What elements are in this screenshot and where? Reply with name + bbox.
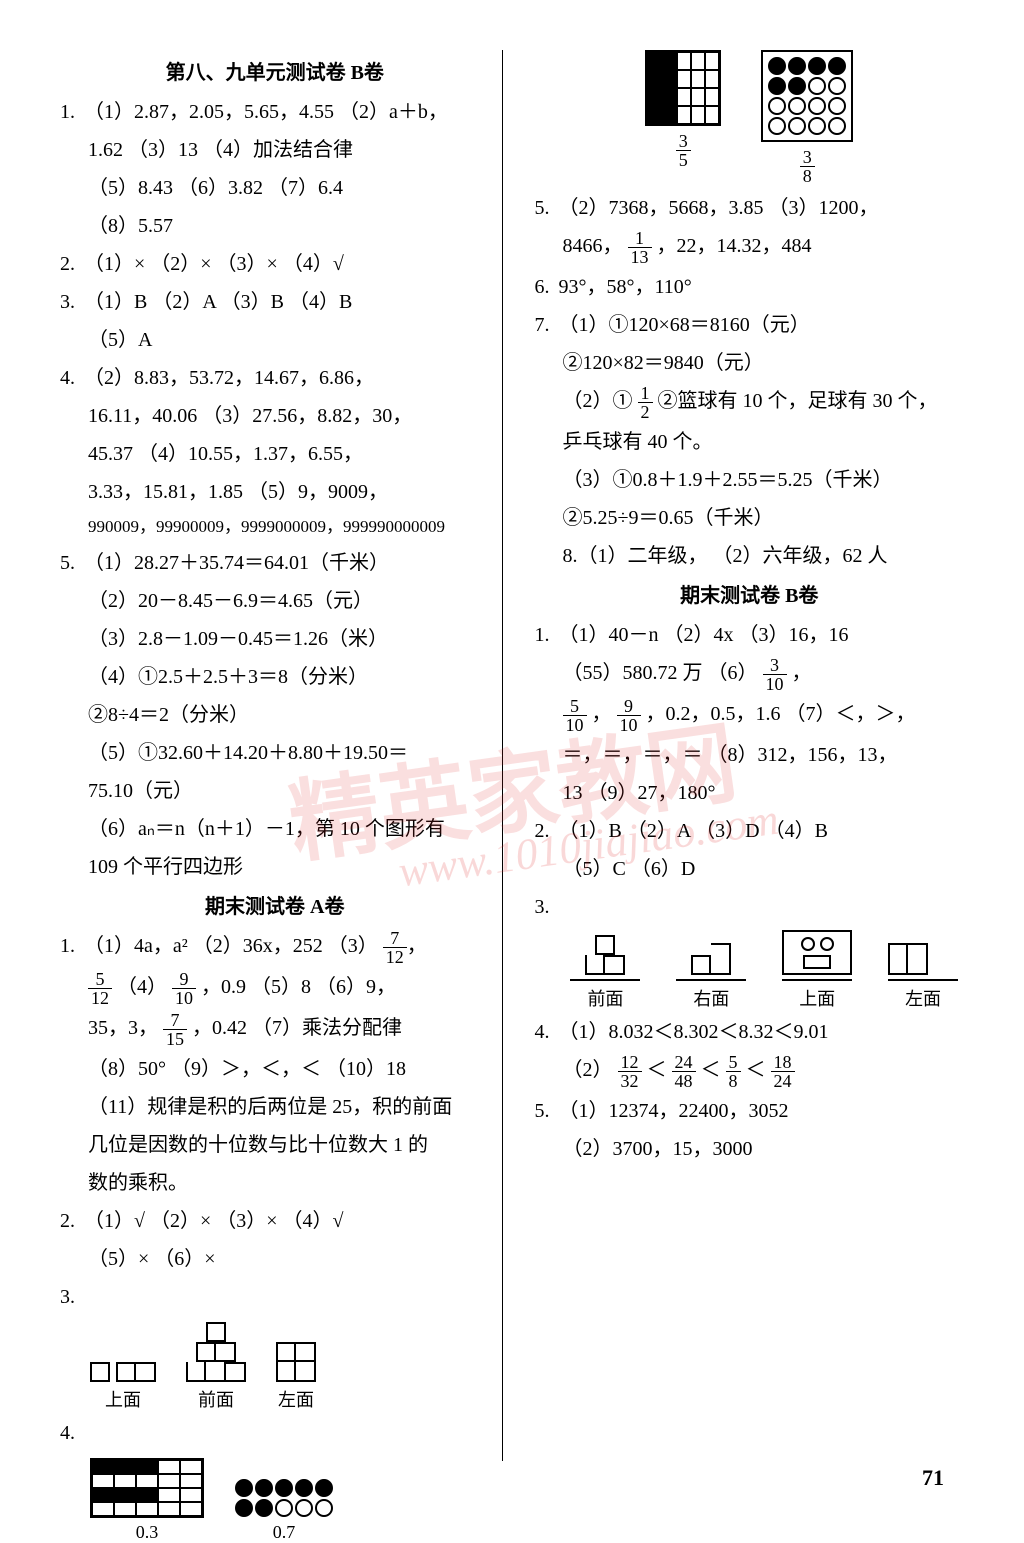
right-column: 35 38 5.（2）7368，5668，3.85 （3）1200， 8466，… <box>523 50 965 1461</box>
q5-line1: 5.（1）28.27＋35.74＝64.01（千米） <box>60 546 490 580</box>
q4-line3: 45.37 （4）10.55，1.37，6.55， <box>60 437 490 471</box>
b3-num: 3. <box>535 890 965 924</box>
b3-shapes: 前面 右面 上面 左面 <box>565 930 965 1011</box>
r7-line7: 8.（1）二年级， （2）六年级，62 人 <box>535 539 965 573</box>
q4-line2: 16.11，40.06 （3）27.56，8.82，30， <box>60 399 490 433</box>
a4-shapes: 0.3 0.7 <box>90 1458 490 1543</box>
q2-line: 2.（1）× （2）× （3）× （4）√ <box>60 247 490 281</box>
q5-line3: （3）2.8－1.09－0.45＝1.26（米） <box>60 622 490 656</box>
b4-line2: （2） 1232 ＜ 2448 ＜ 58 ＜ 1824 <box>535 1053 965 1090</box>
r7-line1: 7.（1）①120×68＝8160（元） <box>535 308 965 342</box>
circles-box-icon <box>761 50 853 142</box>
b2-line1: 2.（1）B （2）A （3）D （4）B <box>535 814 965 848</box>
r5-line1: 5.（2）7368，5668，3.85 （3）1200， <box>535 191 965 225</box>
b5-line2: （2）3700，15，3000 <box>535 1132 965 1166</box>
a3-num: 3. <box>60 1280 490 1314</box>
b4-line1: 4.（1）8.032＜8.302＜8.32＜9.01 <box>535 1015 965 1049</box>
q4-line1: 4.（2）8.83，53.72，14.67，6.86， <box>60 361 490 395</box>
apple-circles-icon <box>234 1478 334 1518</box>
q5-line8: （6）aₙ＝n（n＋1）－1，第 10 个图形有 <box>60 812 490 846</box>
section-title-1: 第八、九单元测试卷 B卷 <box>60 56 490 85</box>
q4-line4: 3.33，15.81，1.85 （5）9，9009， <box>60 475 490 509</box>
q1-line4: （8）5.57 <box>60 209 490 243</box>
q4-line5: 990009，99900009，9999000009，999990000009 <box>60 513 490 542</box>
top-graphics: 35 38 <box>535 50 965 185</box>
a4-num: 4. <box>60 1416 490 1450</box>
a2-line2: （5）× （6）× <box>60 1242 490 1276</box>
r6-line: 6.93°，58°，110° <box>535 270 965 304</box>
q5-line6: （5）①32.60＋14.20＋8.80＋19.50＝ <box>60 736 490 770</box>
b1-line4: ＝，＝，＝，＝ （8）312，156，13， <box>535 738 965 772</box>
a1-line4: （8）50° （9）＞，＜，＜ （10）18 <box>60 1052 490 1086</box>
r7-line4: 乒乓球有 40 个。 <box>535 425 965 459</box>
q5-line9: 109 个平行四边形 <box>60 850 490 884</box>
a1-line5: （11）规律是积的后两位是 25，积的前面 <box>60 1090 490 1124</box>
r7-line3: （2）① 12 ②篮球有 10 个，足球有 30 个， <box>535 384 965 421</box>
b1-line3: 510 ， 910 ，0.2，0.5，1.6 （7）＜，＞， <box>535 697 965 734</box>
q5-line5: ②8÷4＝2（分米） <box>60 698 490 732</box>
grid-square-icon <box>645 50 721 126</box>
b1-line2: （55）580.72 万 （6） 310 ， <box>535 656 965 693</box>
r5-line2: 8466， 113 ，22，14.32，484 <box>535 229 965 266</box>
q1-line1: 1.（1）2.87，2.05，5.65，4.55 （2）a＋b， <box>60 95 490 129</box>
a1-line2: 512 （4） 910 ，0.9 （5）8 （6）9， <box>60 970 490 1007</box>
r7-line5: （3）①0.8＋1.9＋2.55＝5.25（千米） <box>535 463 965 497</box>
q1-line3: （5）8.43 （6）3.82 （7）6.4 <box>60 171 490 205</box>
shape-box-icon <box>782 930 852 975</box>
b1-line1: 1.（1）40－n （2）4x （3）16，16 <box>535 618 965 652</box>
a1-line6: 几位是因数的十位数与比十位数大 1 的 <box>60 1128 490 1162</box>
q1-line2: 1.62 （3）13 （4）加法结合律 <box>60 133 490 167</box>
a1-line3: 35，3， 715 ，0.42 （7）乘法分配律 <box>60 1011 490 1048</box>
q5-line4: （4）①2.5＋2.5＋3＝8（分米） <box>60 660 490 694</box>
page-number: 71 <box>922 1465 944 1491</box>
q5-line7: 75.10（元） <box>60 774 490 808</box>
a2-line1: 2.（1）√ （2）× （3）× （4）√ <box>60 1204 490 1238</box>
section-title-2: 期末测试卷 A卷 <box>60 890 490 919</box>
left-column: 第八、九单元测试卷 B卷 1.（1）2.87，2.05，5.65，4.55 （2… <box>60 50 503 1461</box>
b1-line5: 13 （9）27，180° <box>535 776 965 810</box>
a1-line7: 数的乘积。 <box>60 1166 490 1200</box>
r7-line2: ②120×82＝9840（元） <box>535 346 965 380</box>
q3-line2: （5）A <box>60 323 490 357</box>
a1-line1: 1.（1）4a，a² （2）36x，252 （3） 712， <box>60 929 490 966</box>
grid-rect-icon <box>90 1458 204 1518</box>
b2-line2: （5）C （6）D <box>535 852 965 886</box>
b5-line1: 5.（1）12374，22400，3052 <box>535 1094 965 1128</box>
q3-line1: 3.（1）B （2）A （3）B （4）B <box>60 285 490 319</box>
q5-line2: （2）20－8.45－6.9＝4.65（元） <box>60 584 490 618</box>
r7-line6: ②5.25÷9＝0.65（千米） <box>535 501 965 535</box>
a3-shapes: 上面 前面 左面 <box>90 1322 490 1412</box>
section-title-3: 期末测试卷 B卷 <box>535 579 965 608</box>
